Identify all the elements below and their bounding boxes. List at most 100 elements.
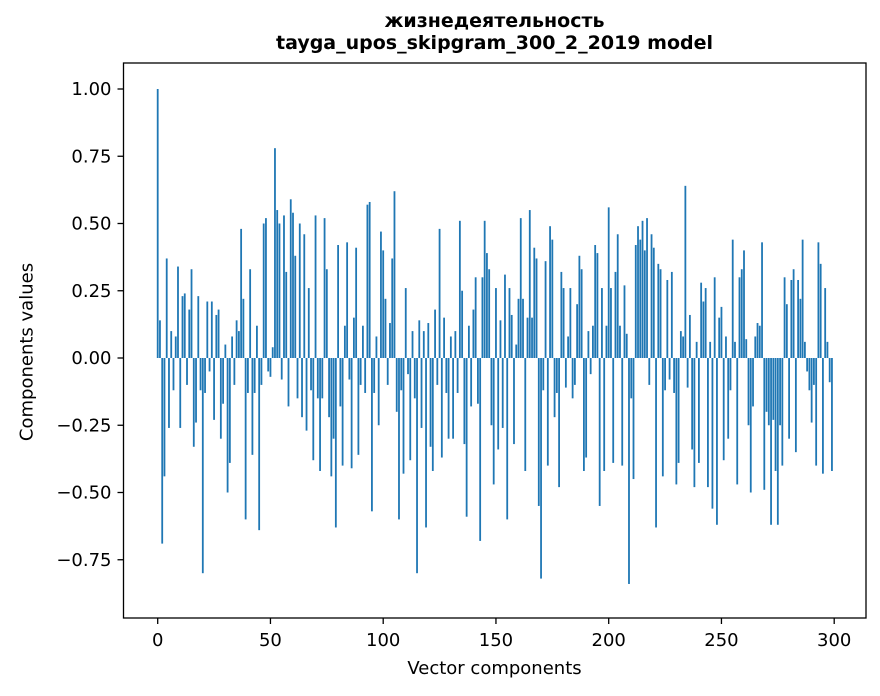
- bar: [758, 325, 761, 358]
- bar: [646, 218, 648, 358]
- bar: [749, 358, 752, 493]
- bar: [438, 228, 441, 358]
- bar: [371, 358, 373, 512]
- bar: [573, 358, 576, 385]
- bar: [364, 358, 367, 393]
- bar: [319, 358, 321, 471]
- bar: [716, 358, 718, 525]
- bar: [652, 247, 655, 358]
- bar: [398, 358, 400, 520]
- bar: [619, 325, 621, 358]
- bar: [650, 234, 653, 358]
- bar: [467, 325, 470, 358]
- bar: [242, 298, 245, 358]
- bar: [427, 323, 430, 358]
- bar: [643, 250, 646, 358]
- bar: [416, 358, 418, 574]
- bar: [465, 358, 468, 517]
- bar: [734, 341, 736, 358]
- bar: [578, 255, 581, 358]
- bar: [278, 223, 281, 358]
- bar: [407, 358, 409, 375]
- bar: [235, 320, 238, 358]
- bar: [256, 325, 258, 358]
- bar: [711, 358, 714, 509]
- bar: [707, 358, 709, 488]
- bar: [813, 358, 815, 385]
- bar: [558, 358, 560, 488]
- bar: [445, 358, 448, 393]
- bar: [754, 336, 757, 358]
- bar: [779, 358, 781, 426]
- bar: [506, 358, 509, 520]
- bar: [377, 358, 380, 426]
- bar: [571, 358, 574, 399]
- bar: [389, 323, 391, 358]
- bar: [634, 245, 637, 358]
- bar: [542, 358, 545, 391]
- bar: [555, 358, 558, 393]
- bar: [276, 210, 279, 358]
- bar: [704, 288, 707, 358]
- bar: [375, 336, 378, 358]
- bar: [756, 323, 759, 358]
- bar: [183, 293, 186, 358]
- bar: [490, 358, 493, 426]
- bar: [495, 288, 497, 358]
- bar: [772, 358, 775, 420]
- bar: [589, 358, 592, 375]
- bar: [540, 358, 542, 579]
- bar: [197, 296, 200, 358]
- bar: [337, 245, 339, 358]
- bar: [343, 325, 346, 358]
- bar: [767, 358, 770, 426]
- bar: [492, 358, 495, 485]
- bar: [244, 358, 247, 520]
- chart-title-word: жизнедеятельность: [384, 10, 605, 32]
- bar: [181, 296, 184, 358]
- bar: [720, 306, 723, 358]
- bar: [204, 358, 206, 393]
- bar: [447, 358, 450, 439]
- bar: [219, 358, 222, 439]
- bar: [479, 358, 482, 541]
- bar: [305, 358, 308, 431]
- bar: [296, 358, 299, 399]
- bar: [483, 220, 486, 358]
- bar: [163, 358, 166, 477]
- bar: [702, 301, 705, 358]
- bar: [621, 358, 624, 466]
- bar: [294, 255, 297, 358]
- bar: [533, 247, 536, 358]
- bar: [348, 358, 351, 380]
- bar: [488, 269, 491, 358]
- bar: [422, 331, 425, 358]
- bar: [271, 347, 274, 358]
- bar: [628, 358, 630, 584]
- bar: [188, 309, 191, 358]
- bar: [346, 242, 349, 358]
- bar: [199, 358, 202, 391]
- bar: [718, 317, 721, 358]
- bar: [562, 288, 565, 358]
- bar: [425, 358, 427, 528]
- bar: [409, 358, 412, 461]
- bar: [612, 358, 615, 463]
- bar: [535, 258, 538, 358]
- bar: [330, 358, 333, 477]
- bar: [817, 242, 820, 358]
- bar: [544, 261, 547, 358]
- bar: [251, 358, 254, 455]
- x-tick-label: 200: [592, 630, 626, 651]
- bar: [659, 269, 662, 358]
- bar: [359, 358, 362, 385]
- bar: [267, 358, 270, 372]
- bar: [603, 358, 606, 471]
- bar: [373, 358, 376, 393]
- bar: [616, 234, 619, 358]
- bar: [510, 314, 513, 358]
- y-tick-label: 0.75: [71, 146, 111, 167]
- bar: [312, 358, 315, 461]
- bar: [474, 277, 477, 358]
- bar: [458, 220, 461, 358]
